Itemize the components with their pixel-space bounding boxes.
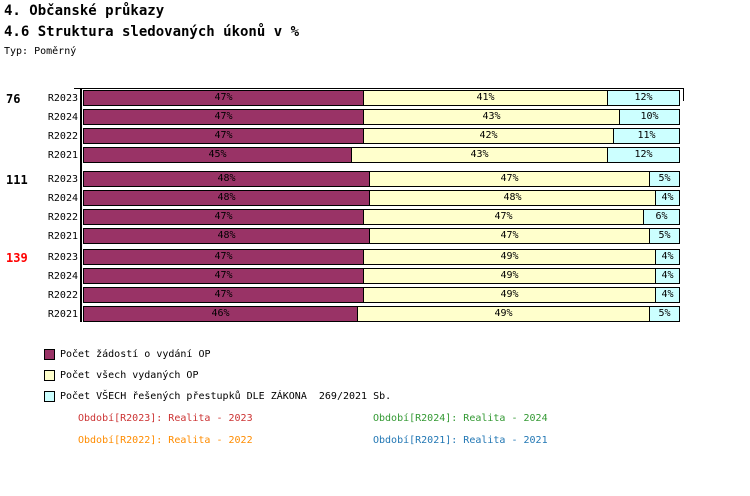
page-title: 4. Občanské průkazy bbox=[4, 3, 165, 19]
bar-row: 48% 47% 5% bbox=[83, 228, 680, 244]
bar-row: 47% 47% 6% bbox=[83, 209, 680, 225]
bar-segment: 47% bbox=[83, 209, 364, 225]
bar-segment: 49% bbox=[363, 249, 656, 265]
axis-top-line bbox=[82, 88, 684, 89]
bar-row: 47% 42% 11% bbox=[83, 128, 680, 144]
bar-segment: 42% bbox=[363, 128, 614, 144]
bar-segment: 43% bbox=[351, 147, 608, 163]
bar-segment: 6% bbox=[643, 209, 680, 225]
chart-type-label: Typ: Poměrný bbox=[4, 46, 77, 57]
chart-subtitle: 4.6 Struktura sledovaných úkonů v % bbox=[4, 24, 300, 40]
bar-segment: 5% bbox=[649, 171, 680, 187]
footer-period-label: Období[R2021]: Realita - 2021 bbox=[373, 435, 548, 446]
group-count-label: 76 bbox=[6, 92, 21, 106]
row-period-label: R2024 bbox=[47, 193, 78, 204]
legend-swatch-icon bbox=[44, 349, 55, 360]
group-count-label: 139 bbox=[6, 251, 28, 265]
row-period-label: R2023 bbox=[47, 174, 78, 185]
bar-segment: 47% bbox=[83, 249, 364, 265]
group-count-label: 111 bbox=[6, 173, 28, 187]
footer-period-label: Období[R2023]: Realita - 2023 bbox=[78, 413, 253, 424]
row-period-label: R2024 bbox=[47, 271, 78, 282]
y-axis-line bbox=[80, 88, 82, 322]
bar-row: 45% 43% 12% bbox=[83, 147, 680, 163]
footer-period-label: Období[R2024]: Realita - 2024 bbox=[373, 413, 548, 424]
bar-segment: 45% bbox=[83, 147, 352, 163]
footer-period-label: Období[R2022]: Realita - 2022 bbox=[78, 435, 253, 446]
bar-segment: 11% bbox=[613, 128, 680, 144]
bar-segment: 49% bbox=[363, 287, 656, 303]
row-period-label: R2021 bbox=[47, 150, 78, 161]
bar-segment: 4% bbox=[655, 190, 680, 206]
bar-segment: 46% bbox=[83, 306, 358, 322]
row-period-label: R2023 bbox=[47, 252, 78, 263]
bar-segment: 43% bbox=[363, 109, 620, 125]
legend-label: Počet všech vydaných OP bbox=[60, 370, 199, 381]
bar-segment: 47% bbox=[83, 268, 364, 284]
bar-row: 48% 47% 5% bbox=[83, 171, 680, 187]
bar-segment: 47% bbox=[83, 287, 364, 303]
axis-right-tick bbox=[683, 88, 684, 101]
bar-segment: 12% bbox=[607, 147, 680, 163]
legend-label: Počet žádostí o vydání OP bbox=[60, 349, 211, 360]
bar-segment: 49% bbox=[357, 306, 650, 322]
bar-segment: 12% bbox=[607, 90, 680, 106]
bar-segment: 48% bbox=[83, 171, 370, 187]
row-period-label: R2021 bbox=[47, 309, 78, 320]
bar-segment: 4% bbox=[655, 249, 680, 265]
legend-label: Počet VŠECH řešených přestupků DLE ZÁKON… bbox=[60, 391, 392, 402]
bar-segment: 10% bbox=[619, 109, 680, 125]
bar-segment: 48% bbox=[83, 190, 370, 206]
bar-row: 47% 41% 12% bbox=[83, 90, 680, 106]
bar-row: 47% 49% 4% bbox=[83, 249, 680, 265]
bar-segment: 4% bbox=[655, 268, 680, 284]
bar-segment: 4% bbox=[655, 287, 680, 303]
bar-row: 47% 49% 4% bbox=[83, 268, 680, 284]
bar-row: 47% 49% 4% bbox=[83, 287, 680, 303]
bar-segment: 5% bbox=[649, 228, 680, 244]
bar-segment: 47% bbox=[369, 171, 650, 187]
row-period-label: R2022 bbox=[47, 131, 78, 142]
bar-segment: 41% bbox=[363, 90, 608, 106]
axis-top-tick bbox=[74, 88, 82, 89]
row-period-label: R2024 bbox=[47, 112, 78, 123]
bar-segment: 5% bbox=[649, 306, 680, 322]
legend-swatch-icon bbox=[44, 391, 55, 402]
row-period-label: R2021 bbox=[47, 231, 78, 242]
bar-row: 48% 48% 4% bbox=[83, 190, 680, 206]
bar-segment: 48% bbox=[369, 190, 656, 206]
bar-segment: 49% bbox=[363, 268, 656, 284]
bar-segment: 47% bbox=[83, 90, 364, 106]
bar-segment: 47% bbox=[369, 228, 650, 244]
bar-segment: 48% bbox=[83, 228, 370, 244]
bar-segment: 47% bbox=[363, 209, 644, 225]
bar-segment: 47% bbox=[83, 109, 364, 125]
bar-segment: 47% bbox=[83, 128, 364, 144]
legend-swatch-icon bbox=[44, 370, 55, 381]
row-period-label: R2022 bbox=[47, 212, 78, 223]
row-period-label: R2022 bbox=[47, 290, 78, 301]
bar-row: 46% 49% 5% bbox=[83, 306, 680, 322]
bar-row: 47% 43% 10% bbox=[83, 109, 680, 125]
row-period-label: R2023 bbox=[47, 93, 78, 104]
